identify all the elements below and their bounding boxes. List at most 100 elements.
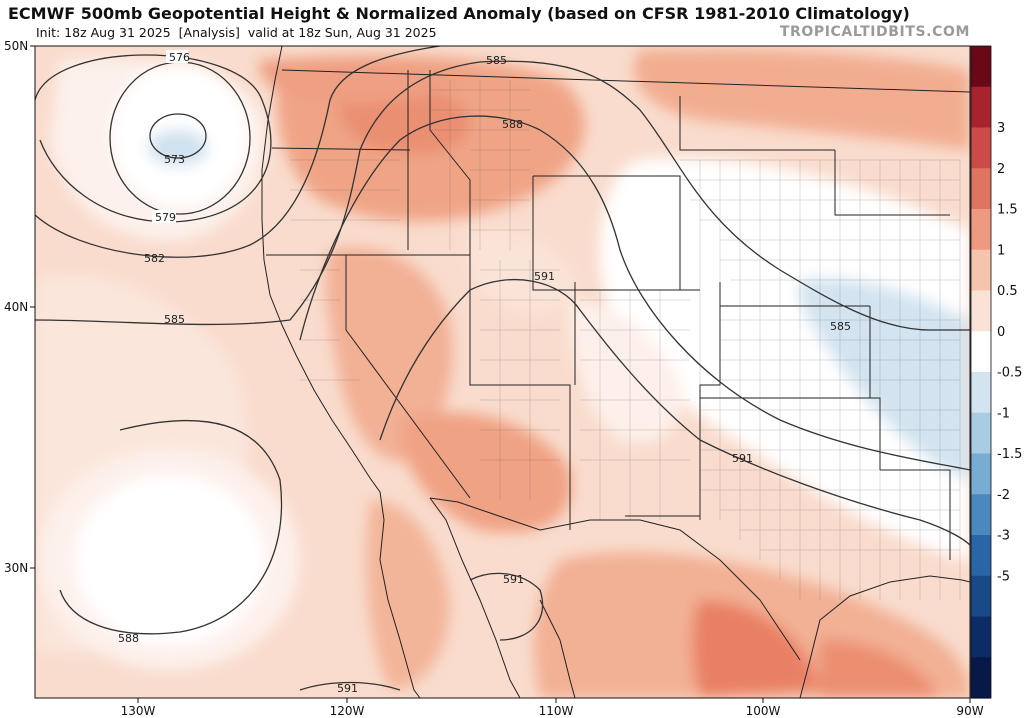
state-line-or-wa [271, 147, 411, 151]
colorbar-tick-label: -2 [997, 488, 1010, 503]
contour-591 [379, 278, 970, 546]
chart-subtitle: Init: 18z Aug 31 2025 [Analysis] valid a… [36, 25, 437, 40]
strong-warm-anomaly-mexico [692, 600, 820, 698]
contour-582 [35, 46, 441, 258]
contour-label-582: 582 [144, 252, 165, 265]
colorbar-tick-label: 1 [997, 243, 1005, 258]
state-line-ca-nv [345, 255, 471, 499]
map-frame [34, 45, 971, 699]
contour-588 [299, 115, 970, 471]
contour-label-591-utah: 591 [534, 270, 555, 283]
contour-label-579-bg [152, 210, 176, 223]
mexico-west-coast [539, 599, 576, 698]
lon-label-130w: 130W [120, 704, 156, 718]
colorbar-tick-label: 0 [997, 325, 1005, 340]
anomaly-shading [35, 48, 970, 698]
neutral-offshore-high [75, 475, 265, 645]
contour-label-591-south: 591 [337, 682, 358, 695]
contour-579 [35, 54, 272, 223]
colorbar-tick-label: 1.5 [997, 203, 1018, 218]
state-line-wy-sd [533, 175, 681, 290]
colorbar-swatch [971, 290, 991, 332]
warm-anomaly-desert-southwest [400, 412, 572, 533]
colorbar-swatch [971, 535, 991, 577]
lon-label-100w: 100W [745, 704, 781, 718]
colorbar [970, 45, 992, 699]
state-line-mn-ia [834, 150, 950, 216]
run-mode: [Analysis] [178, 25, 240, 40]
colorbar-tick-label: 0.5 [997, 284, 1018, 299]
lon-label-110w: 110W [538, 704, 574, 718]
colorbar-frame [970, 45, 992, 699]
colorbar-tick-label: -1.5 [997, 447, 1022, 462]
colorbar-tick-label: -3 [997, 529, 1010, 544]
contour-label-588-south: 588 [118, 632, 139, 645]
init-time: Init: 18z Aug 31 2025 [36, 25, 171, 40]
map-panel: 576 573 579 582 585 588 591 585 588 591 … [35, 46, 970, 698]
contour-573 [149, 113, 207, 159]
contour-label-585-north: 585 [486, 54, 507, 67]
gulf-coastline [799, 575, 970, 698]
state-line-nv-az-ut [469, 255, 571, 530]
chart-title: ECMWF 500mb Geopotential Height & Normal… [8, 4, 910, 23]
warm-anomaly-baja [366, 500, 450, 690]
warm-anomaly-pacific-northwest [259, 58, 470, 104]
negative-anomaly-midwest [798, 278, 970, 480]
lat-label-50n: 50N [4, 39, 29, 53]
contour-591-mexico [469, 572, 544, 641]
colorbar-tick-label: 3 [997, 121, 1005, 136]
colorbar-swatch [971, 412, 991, 455]
colorbar-swatch [971, 616, 991, 658]
pale-anomaly-utah [466, 228, 580, 314]
baja-gulf-coast [429, 497, 521, 698]
warm-anomaly-north [633, 48, 970, 150]
colorbar-swatch [971, 168, 991, 210]
us-mexico-border [429, 497, 801, 661]
colorbar-swatch [971, 453, 991, 495]
lat-label-40n: 40N [4, 300, 29, 314]
lat-label-30n: 30N [4, 561, 29, 575]
county-lines [290, 80, 961, 600]
us-canada-border [281, 69, 970, 93]
colorbar-tick-label: -0.5 [997, 366, 1022, 381]
contour-label-591-texas: 591 [732, 452, 753, 465]
state-line-nd-sd [679, 96, 835, 151]
pale-anomaly-southern-plains [570, 300, 682, 443]
contour-label-588-north: 588 [502, 118, 523, 131]
colorbar-swatch [971, 209, 991, 251]
contour-label-573: 573 [164, 153, 185, 166]
contour-label-group: 576 573 579 582 585 588 591 585 588 591 … [118, 50, 851, 695]
contour-label-579: 579 [155, 211, 176, 224]
contour-label-576: 576 [169, 51, 190, 64]
colorbar-swatch [971, 86, 991, 129]
contour-label-591-mexico: 591 [503, 573, 524, 586]
colorbar-swatch [971, 331, 991, 373]
colorbar-tick-labels: 3 2 1.5 1 0.5 0 -0.5 -1 -1.5 -2 -3 -5 [997, 121, 1022, 584]
colorbar-swatch [971, 494, 991, 536]
colorbar-tick-label: -1 [997, 406, 1010, 421]
colorbar-swatch [971, 372, 991, 414]
lon-label-120w: 120W [329, 704, 365, 718]
contour-label-576-bg [166, 50, 188, 63]
axis-ticks [30, 45, 971, 703]
negative-anomaly-low [148, 130, 208, 166]
neutral-plains-band [600, 158, 970, 560]
site-credit: TROPICALTIDBITS.COM [779, 24, 970, 40]
warm-anomaly-gulf [820, 640, 940, 698]
lon-label-90w: 90W [956, 704, 984, 718]
contour-label-585-west: 585 [164, 313, 185, 326]
colorbar-swatch [971, 575, 991, 618]
colorbar-swatch [971, 657, 991, 699]
contour-585 [35, 60, 970, 331]
contour-label-585-east: 585 [830, 320, 851, 333]
colorbar-tick-label: -5 [997, 569, 1010, 584]
colorbar-swatch [971, 249, 991, 292]
colorbar-swatch [971, 127, 991, 169]
warm-anomaly-great-basin [325, 247, 453, 462]
valid-time: valid at 18z Sun, Aug 31 2025 [247, 25, 437, 40]
contour-588-south [59, 420, 283, 635]
colorbar-tick-label: 2 [997, 162, 1005, 177]
colorbar-swatch [971, 46, 991, 88]
contour-591-south [299, 681, 401, 691]
